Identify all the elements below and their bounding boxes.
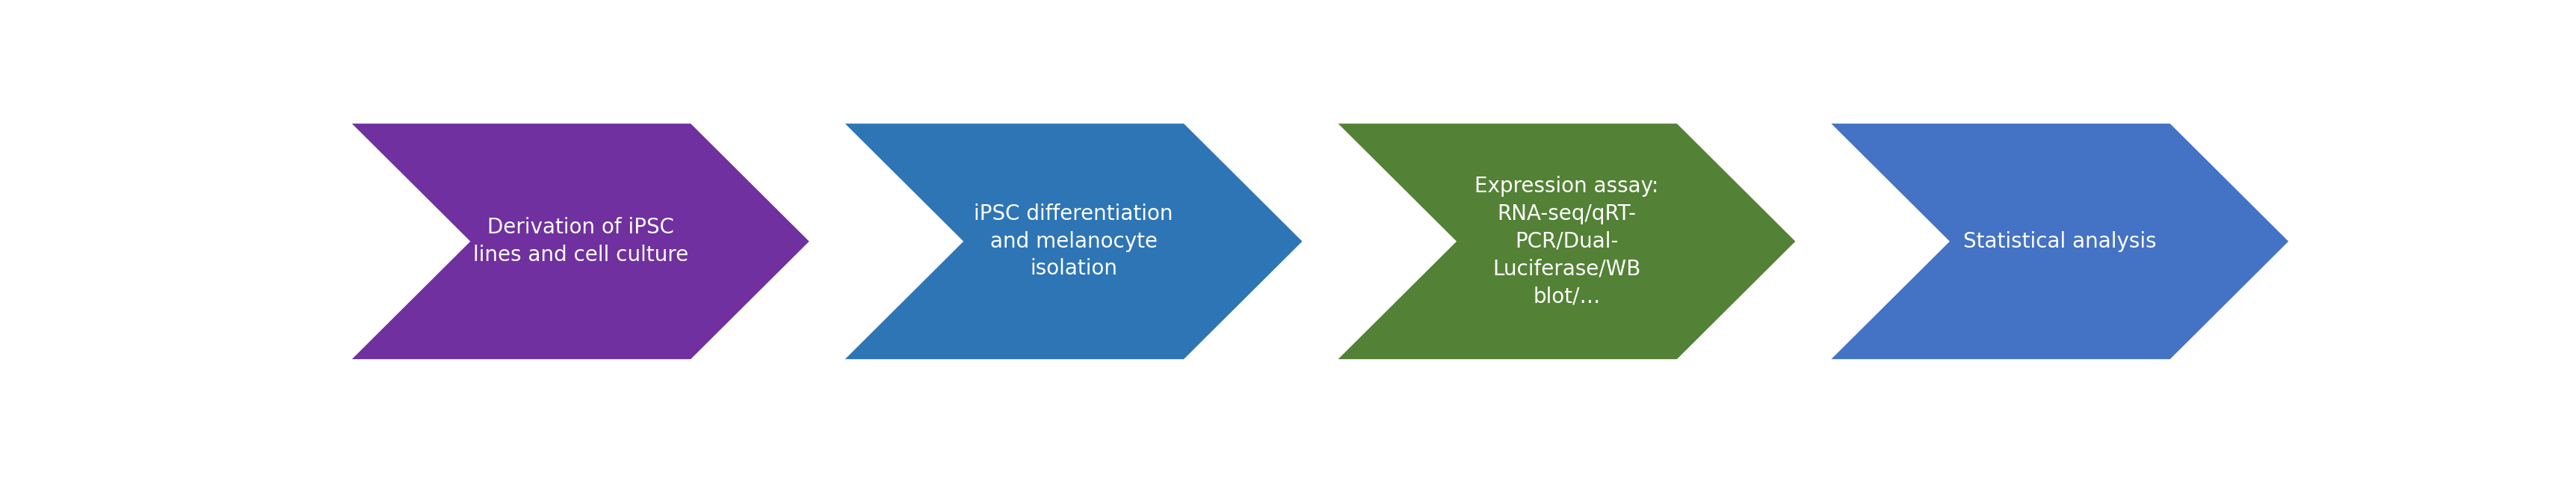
Polygon shape: [353, 124, 809, 359]
Text: Statistical analysis: Statistical analysis: [1963, 231, 2156, 252]
Polygon shape: [845, 124, 1303, 359]
Text: Derivation of iPSC
lines and cell culture: Derivation of iPSC lines and cell cultur…: [474, 217, 688, 266]
Polygon shape: [1832, 124, 2287, 359]
Polygon shape: [1337, 124, 1795, 359]
Text: iPSC differentiation
and melanocyte
isolation: iPSC differentiation and melanocyte isol…: [974, 204, 1172, 279]
Text: Expression assay:
RNA-seq/qRT-
PCR/Dual-
Luciferase/WB
blot/…: Expression assay: RNA-seq/qRT- PCR/Dual-…: [1473, 176, 1659, 307]
